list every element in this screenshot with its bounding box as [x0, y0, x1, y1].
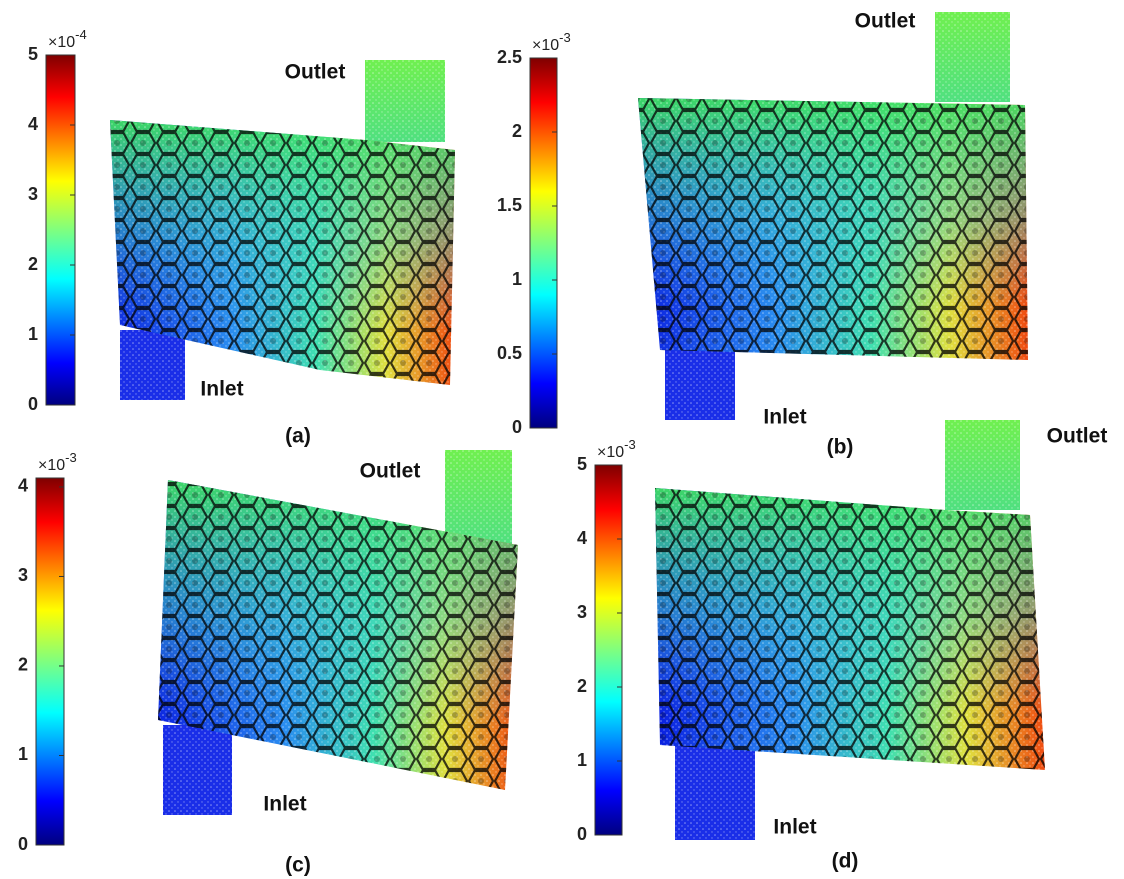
colorbar-tick-label: 0 — [28, 394, 38, 414]
colorbar-multiplier: ×10-3 — [38, 450, 77, 474]
inlet-texture — [675, 745, 755, 840]
colorbar-tick-label: 1 — [512, 269, 522, 289]
colorbar-tick-label: 0.5 — [497, 343, 522, 363]
colorbar-tick-label: 3 — [18, 565, 28, 585]
multiplier-exponent: -4 — [75, 27, 87, 42]
multiplier-exponent: -3 — [65, 450, 77, 465]
panel-label: (a) — [285, 425, 311, 448]
inlet-texture — [120, 330, 185, 400]
colorbar-tick-label: 0 — [577, 824, 587, 844]
colorbar-tick-label: 0 — [18, 834, 28, 854]
outlet-label: Outlet — [855, 10, 916, 33]
outlet-label: Outlet — [1047, 425, 1108, 448]
panel: 0 1 2 3 4 5 ×10-4 Outlet Inlet (a) — [28, 27, 455, 447]
colorbar-tick-label: 4 — [577, 528, 587, 548]
colorbar-tick-label: 2.5 — [497, 47, 522, 67]
inlet-label: Inlet — [773, 816, 816, 839]
outlet-label: Outlet — [285, 61, 346, 84]
inlet-texture — [665, 345, 735, 420]
colorbar — [36, 478, 64, 845]
lattice-cells — [638, 98, 1028, 360]
colorbar-tick-label: 2 — [28, 254, 38, 274]
colorbar-tick-label: 4 — [18, 476, 28, 496]
outlet-texture — [945, 420, 1020, 510]
multiplier-base: ×10 — [532, 37, 559, 54]
multiplier-exponent: -3 — [624, 437, 636, 452]
colorbar — [46, 55, 75, 405]
colorbar-tick-label: 1 — [18, 744, 28, 764]
panel-label: (c) — [285, 854, 311, 877]
colorbar-tick-label: 4 — [28, 114, 38, 134]
multiplier-base: ×10 — [597, 444, 624, 461]
inlet-texture — [163, 725, 232, 815]
lattice-cells — [655, 488, 1045, 770]
outlet-texture — [445, 450, 512, 545]
inlet-label: Inlet — [263, 793, 306, 816]
outlet-label: Outlet — [360, 460, 421, 483]
colorbar-tick-label: 1.5 — [497, 195, 522, 215]
panel: 0 1 2 3 4 5 ×10-3 Outlet Inlet (d) — [577, 420, 1107, 873]
colorbar-multiplier: ×10-3 — [597, 437, 636, 461]
multiplier-base: ×10 — [48, 34, 75, 51]
outlet-texture — [365, 60, 445, 142]
panel: 0 1 2 3 4 ×10-3 Outlet Inlet (c) — [18, 450, 518, 877]
colorbar-tick-label: 3 — [28, 184, 38, 204]
colorbar-tick-label: 5 — [28, 44, 38, 64]
outlet-texture — [935, 12, 1010, 102]
colorbar-tick-label: 2 — [18, 655, 28, 675]
inlet-label: Inlet — [200, 378, 243, 401]
colorbar-tick-label: 3 — [577, 602, 587, 622]
colorbar-tick-label: 5 — [577, 454, 587, 474]
inlet-label: Inlet — [763, 406, 806, 429]
multiplier-exponent: -3 — [559, 30, 571, 45]
colorbar — [530, 58, 557, 428]
colorbar-tick-label: 2 — [577, 676, 587, 696]
colorbar-tick-label: 1 — [28, 324, 38, 344]
colorbar-tick-label: 0 — [512, 417, 522, 437]
colorbar-tick-label: 1 — [577, 750, 587, 770]
multiplier-base: ×10 — [38, 457, 65, 474]
figure: 012345×10-4OutletInlet(a)00.511.522.5×10… — [0, 0, 1124, 879]
colorbar-tick-label: 2 — [512, 121, 522, 141]
colorbar-multiplier: ×10-3 — [532, 30, 571, 54]
panel-label: (d) — [832, 850, 859, 873]
colorbar-multiplier: ×10-4 — [48, 27, 87, 51]
panel-label: (b) — [827, 436, 854, 459]
colorbar — [595, 465, 622, 835]
